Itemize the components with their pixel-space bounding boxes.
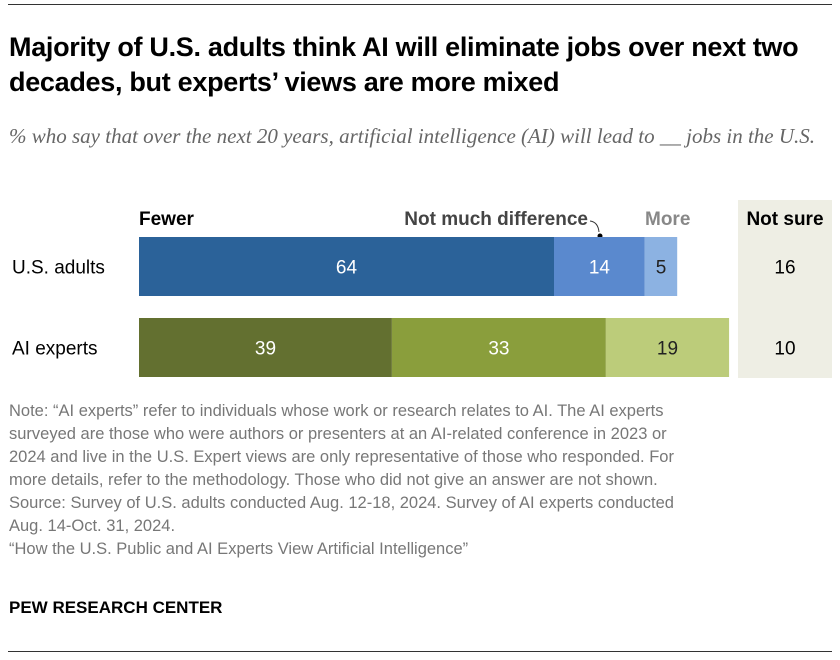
note-line: surveyed are those who were authors or p… <box>9 425 667 443</box>
note-line: Note: “AI experts” refer to individuals … <box>9 402 664 420</box>
notes: Note: “AI experts” refer to individuals … <box>9 400 831 561</box>
data-label: 5 <box>656 258 667 279</box>
report-title: “How the U.S. Public and AI Experts View… <box>9 540 469 558</box>
bar-segment <box>605 318 730 377</box>
legend-not-much-difference: Not much difference <box>404 209 588 230</box>
legend-more: More <box>645 209 690 230</box>
category-label: U.S. adults <box>12 258 105 279</box>
legend-leader-line <box>589 220 600 233</box>
bar-segment <box>391 318 606 377</box>
stacked-bar-chart: Fewer Not much difference More Not sure U.S.… <box>12 200 832 378</box>
chart-title: Majority of U.S. adults think AI will el… <box>9 32 799 97</box>
brand-logo-text: PEW RESEARCH CENTER <box>9 598 223 617</box>
bar-segment <box>139 318 392 377</box>
data-label: 39 <box>255 339 276 360</box>
not-sure-value: 16 <box>774 258 795 279</box>
legend-fewer: Fewer <box>139 209 195 230</box>
data-label: 33 <box>488 339 509 360</box>
chart-subtitle: % who say that over the next 20 years, a… <box>9 124 816 148</box>
data-label: 14 <box>589 258 611 279</box>
not-sure-column-bg <box>738 200 832 378</box>
data-label: 19 <box>657 339 678 360</box>
legend-not-sure: Not sure <box>746 209 823 230</box>
note-line: 2024 and live in the U.S. Expert views a… <box>9 448 674 466</box>
not-sure-value: 10 <box>774 339 795 360</box>
data-label: 64 <box>336 258 358 279</box>
bar-segment <box>554 237 645 296</box>
source-line: Source: Survey of U.S. adults conducted … <box>9 494 674 512</box>
category-label: AI experts <box>12 339 98 360</box>
bottom-rule <box>8 651 832 652</box>
bar-segment <box>139 237 554 296</box>
bar-segment <box>644 237 678 296</box>
top-rule <box>8 4 832 5</box>
note-line: more details, refer to the methodology. … <box>9 471 658 489</box>
source-line: Aug. 14-Oct. 31, 2024. <box>9 517 176 535</box>
